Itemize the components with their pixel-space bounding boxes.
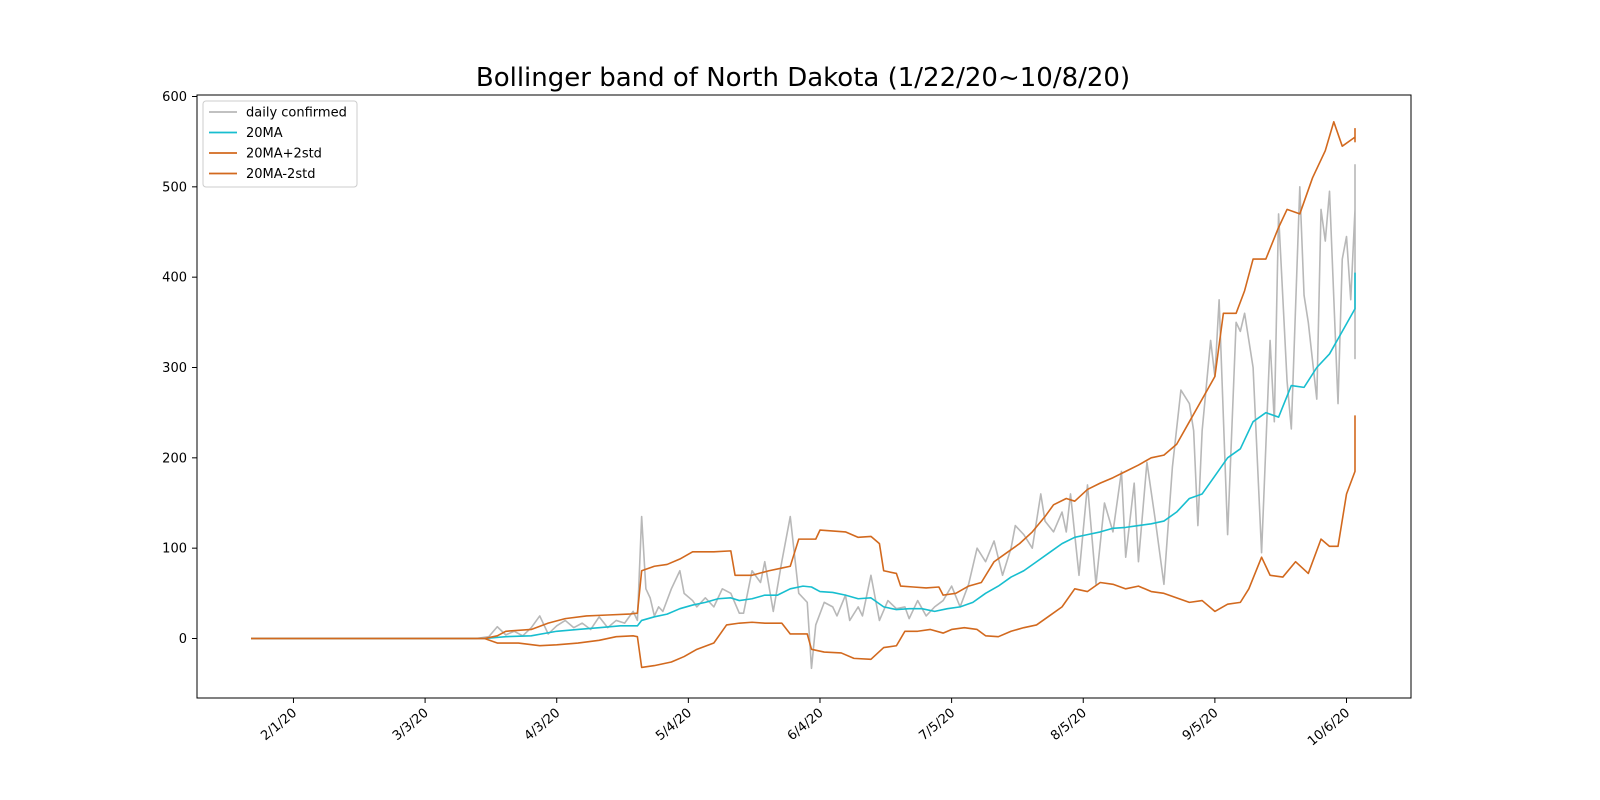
x-tick-label: 7/5/20 [916, 706, 958, 744]
legend-label: 20MA [246, 126, 283, 141]
x-axis: 2/1/20 3/3/20 4/3/20 5/4/20 6/4/20 7/5/20 8/5/… [258, 698, 1353, 749]
x-tick-label: 8/5/20 [1048, 706, 1090, 744]
series-line-0 [251, 164, 1356, 670]
series-line-2 [251, 120, 1356, 640]
y-tick-label: 400 [162, 271, 187, 286]
y-tick-label: 200 [162, 451, 187, 466]
y-tick-label: 300 [162, 361, 187, 376]
legend-label: 20MA-2std [246, 167, 315, 182]
x-tick-label: 3/3/20 [390, 706, 432, 744]
x-tick-label: 10/6/20 [1305, 706, 1353, 750]
y-tick-label: 100 [162, 542, 187, 557]
plot-area-frame [196, 94, 1412, 699]
series-line-1 [251, 272, 1356, 640]
legend-label: 20MA+2std [246, 147, 322, 162]
y-tick-label: 600 [162, 90, 187, 105]
y-tick-label: 0 [179, 632, 187, 647]
legend-label: daily confirmed [246, 106, 347, 121]
series-line-3 [251, 415, 1356, 669]
x-tick-label: 6/4/20 [785, 706, 827, 744]
x-tick-label: 4/3/20 [522, 706, 564, 744]
x-tick-label: 9/5/20 [1180, 706, 1222, 744]
x-tick-label: 2/1/20 [258, 706, 300, 744]
x-tick-label: 5/4/20 [653, 706, 695, 744]
series-lines [251, 120, 1356, 670]
legend-box [202, 100, 358, 188]
chart-title: Bollinger band of North Dakota (1/22/20~… [476, 63, 1130, 93]
y-tick-label: 500 [162, 180, 187, 195]
y-axis: 0 100 200 300 400 500 600 [162, 90, 197, 647]
legend: daily confirmed 20MA 20MA+2std 20MA-2std [202, 100, 358, 188]
